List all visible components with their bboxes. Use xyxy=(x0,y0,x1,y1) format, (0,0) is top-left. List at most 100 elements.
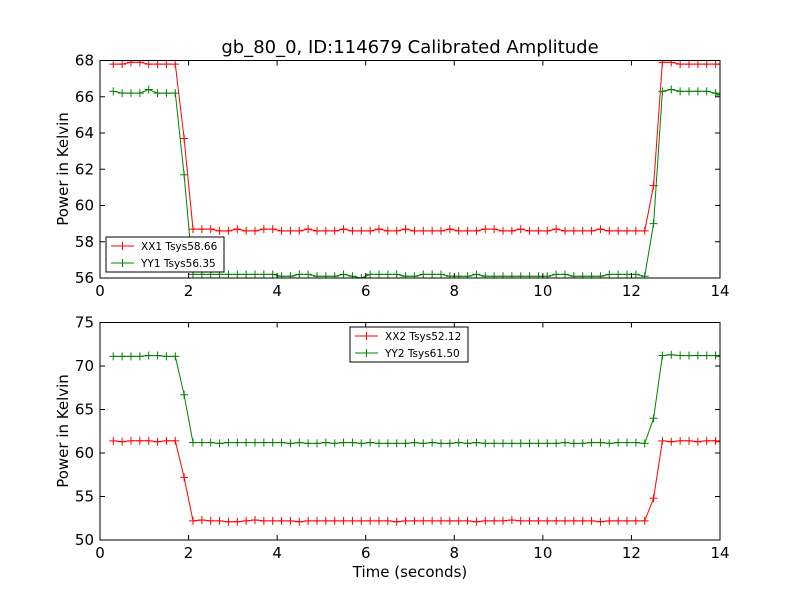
top-series-1-point xyxy=(605,270,614,278)
bottom-legend-yy2-marker xyxy=(362,349,371,357)
top-series-0-point xyxy=(534,226,543,235)
bottom-series-1-point xyxy=(631,438,640,447)
bottom-series-0-point xyxy=(215,516,224,525)
top-series-0-point xyxy=(206,225,215,234)
top-series-1-point xyxy=(410,272,419,278)
top-series-1-point xyxy=(658,87,667,96)
bottom-x-tick-label: 2 xyxy=(184,544,194,562)
bottom-series-1-point xyxy=(534,439,543,448)
top-series-1-point xyxy=(135,89,144,98)
bottom-series-1-point xyxy=(472,438,481,447)
top-series-1-point xyxy=(277,272,286,278)
bottom-series-0-point xyxy=(569,516,578,525)
bottom-series-1-point xyxy=(375,439,383,448)
bottom-series-1-point xyxy=(499,439,507,448)
top-y-tick-label: 58 xyxy=(75,233,94,251)
bottom-series-1-point xyxy=(357,439,366,448)
bottom-series-1-point xyxy=(711,351,720,360)
top-series-0-point xyxy=(304,225,313,234)
top-series-1-point xyxy=(437,270,445,278)
top-series-1-point xyxy=(375,270,383,278)
top-series-1-point xyxy=(251,270,259,278)
bottom-series-0-point xyxy=(543,516,552,525)
bottom-series-0-point xyxy=(552,516,561,525)
top-series-0-point xyxy=(383,226,392,235)
bottom-panel-ticks: 0 2 4 6 8 10 12 14 50 55 60 65 70 75 xyxy=(75,314,730,563)
top-series-0-point xyxy=(454,226,463,235)
bottom-series-1-point xyxy=(507,439,516,448)
bottom-series-1-point xyxy=(481,439,490,448)
bottom-series-0-point xyxy=(525,516,534,525)
bottom-series-0-point xyxy=(685,436,693,445)
top-series-1-point xyxy=(463,272,472,278)
top-series-1-point xyxy=(702,87,711,96)
bottom-series-0-point xyxy=(676,436,685,445)
bottom-series-0-point xyxy=(631,516,640,525)
bottom-series-1-point xyxy=(313,439,321,448)
bottom-series-1-point xyxy=(162,352,171,361)
top-series-0-point xyxy=(286,226,295,235)
bottom-series-0-point xyxy=(180,473,189,482)
bottom-series-0-point xyxy=(127,436,135,445)
bottom-series-1-point xyxy=(339,438,348,447)
top-legend: XX1 Tsys58.66 YY1 Tsys56.35 xyxy=(105,236,225,273)
top-series-0-point xyxy=(251,226,259,235)
bottom-series-0-point xyxy=(189,516,197,525)
bottom-series-1-point xyxy=(135,352,144,361)
bottom-series-1-point xyxy=(445,439,454,448)
top-x-tick-label: 10 xyxy=(533,282,552,300)
bottom-series-0-point xyxy=(268,516,277,525)
top-series-1-point xyxy=(242,270,251,278)
top-series-0-point xyxy=(242,226,251,235)
top-series-1-point xyxy=(144,85,153,94)
bottom-series-0-point xyxy=(144,436,153,445)
top-series-1-point xyxy=(153,89,162,98)
top-series-0-point xyxy=(135,60,144,67)
top-series-0-point xyxy=(224,226,233,235)
top-series-1-point xyxy=(357,274,366,278)
top-series-0-point xyxy=(375,225,383,234)
bottom-series-1-point xyxy=(144,351,153,360)
bottom-series-0-point xyxy=(716,437,720,446)
top-y-tick-label: 64 xyxy=(75,124,94,142)
bottom-series-1-line xyxy=(113,354,720,444)
top-legend-xx1-label: XX1 Tsys58.66 xyxy=(141,241,218,253)
top-series-1-point xyxy=(321,272,330,278)
bottom-series-1-point xyxy=(561,438,569,447)
bottom-x-tick-label: 12 xyxy=(622,544,641,562)
bottom-legend-yy2-label: YY2 Tsys61.50 xyxy=(384,348,460,360)
top-series-0-point xyxy=(313,226,321,235)
top-series-0-point xyxy=(552,225,561,234)
top-series-0-line xyxy=(113,61,720,232)
bottom-series-1-point xyxy=(189,438,197,447)
top-series-1-point xyxy=(499,272,507,278)
top-series-0-point xyxy=(437,226,445,235)
bottom-series-1-point xyxy=(259,438,268,447)
top-series-0-point xyxy=(233,225,242,234)
bottom-series-0-point xyxy=(437,516,445,525)
bottom-series-1-point xyxy=(685,351,693,360)
bottom-series-0-point xyxy=(348,516,357,525)
top-series-0-point xyxy=(605,226,614,235)
top-series-0-point xyxy=(693,60,702,69)
top-series-1-point xyxy=(716,90,720,99)
bottom-series-0-point xyxy=(419,516,428,525)
top-series-0-point xyxy=(295,226,304,235)
top-series-0-point xyxy=(419,226,428,235)
top-series-0-point xyxy=(587,226,596,235)
bottom-series-0-point xyxy=(605,516,614,525)
top-series-1-point xyxy=(224,270,233,278)
top-series-0-point xyxy=(197,225,206,234)
top-series-0-point xyxy=(171,60,180,69)
top-series-0-point xyxy=(472,226,481,235)
top-series-1-point xyxy=(507,272,516,278)
top-series-1-point xyxy=(109,87,118,96)
top-x-tick-label: 2 xyxy=(184,282,194,300)
top-series-1-point xyxy=(366,270,375,278)
top-series-0-point xyxy=(685,60,693,69)
top-series-0-point xyxy=(614,226,623,235)
top-series-0-point xyxy=(410,226,419,235)
top-x-tick-label: 8 xyxy=(450,282,460,300)
